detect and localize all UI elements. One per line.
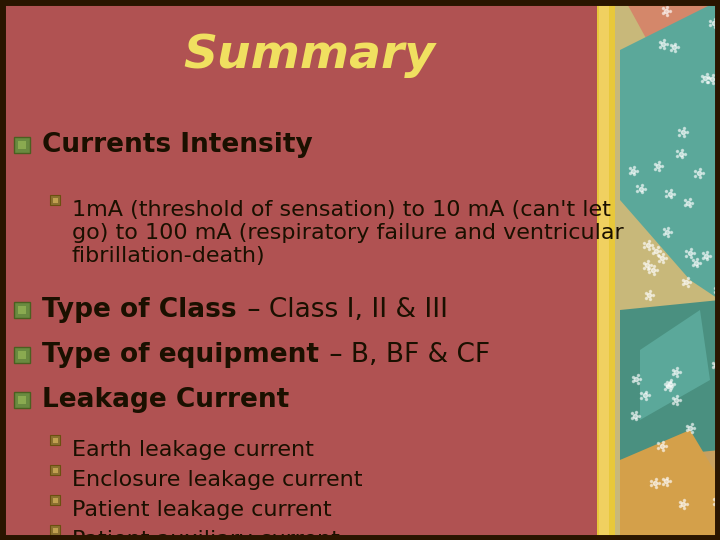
FancyBboxPatch shape <box>50 465 60 475</box>
Text: – Class I, II & III: – Class I, II & III <box>238 297 448 323</box>
Text: 1mA (threshold of sensation) to 10 mA (can't let
go) to 100 mA (respiratory fail: 1mA (threshold of sensation) to 10 mA (c… <box>72 200 624 266</box>
Polygon shape <box>640 310 710 420</box>
Polygon shape <box>620 300 720 460</box>
Text: Type of Class: Type of Class <box>42 297 237 323</box>
Bar <box>597 0 615 540</box>
FancyBboxPatch shape <box>14 137 30 153</box>
FancyBboxPatch shape <box>50 435 60 445</box>
Text: Currents Intensity: Currents Intensity <box>42 132 312 158</box>
FancyBboxPatch shape <box>17 396 27 404</box>
Bar <box>599 0 609 540</box>
FancyBboxPatch shape <box>53 468 58 472</box>
Text: Type of equipment: Type of equipment <box>42 342 319 368</box>
Text: Patient auxiliary current: Patient auxiliary current <box>72 530 340 540</box>
FancyBboxPatch shape <box>17 350 27 360</box>
FancyBboxPatch shape <box>50 195 60 205</box>
FancyBboxPatch shape <box>53 497 58 503</box>
FancyBboxPatch shape <box>53 528 58 532</box>
FancyBboxPatch shape <box>53 198 58 202</box>
FancyBboxPatch shape <box>53 437 58 442</box>
Text: – B, BF & CF: – B, BF & CF <box>321 342 490 368</box>
Text: Patient leakage current: Patient leakage current <box>72 500 332 520</box>
Text: Summary: Summary <box>184 32 436 78</box>
Polygon shape <box>625 0 720 140</box>
Text: Leakage Current: Leakage Current <box>42 387 289 413</box>
Bar <box>600 0 720 540</box>
Polygon shape <box>620 430 720 540</box>
FancyBboxPatch shape <box>17 140 27 150</box>
FancyBboxPatch shape <box>14 392 30 408</box>
FancyBboxPatch shape <box>17 306 27 314</box>
Text: Earth leakage current: Earth leakage current <box>72 440 314 460</box>
FancyBboxPatch shape <box>50 495 60 505</box>
FancyBboxPatch shape <box>14 302 30 318</box>
FancyBboxPatch shape <box>50 525 60 535</box>
FancyBboxPatch shape <box>14 347 30 363</box>
Text: Enclosure leakage current: Enclosure leakage current <box>72 470 362 490</box>
Polygon shape <box>620 0 720 300</box>
Polygon shape <box>620 360 720 540</box>
